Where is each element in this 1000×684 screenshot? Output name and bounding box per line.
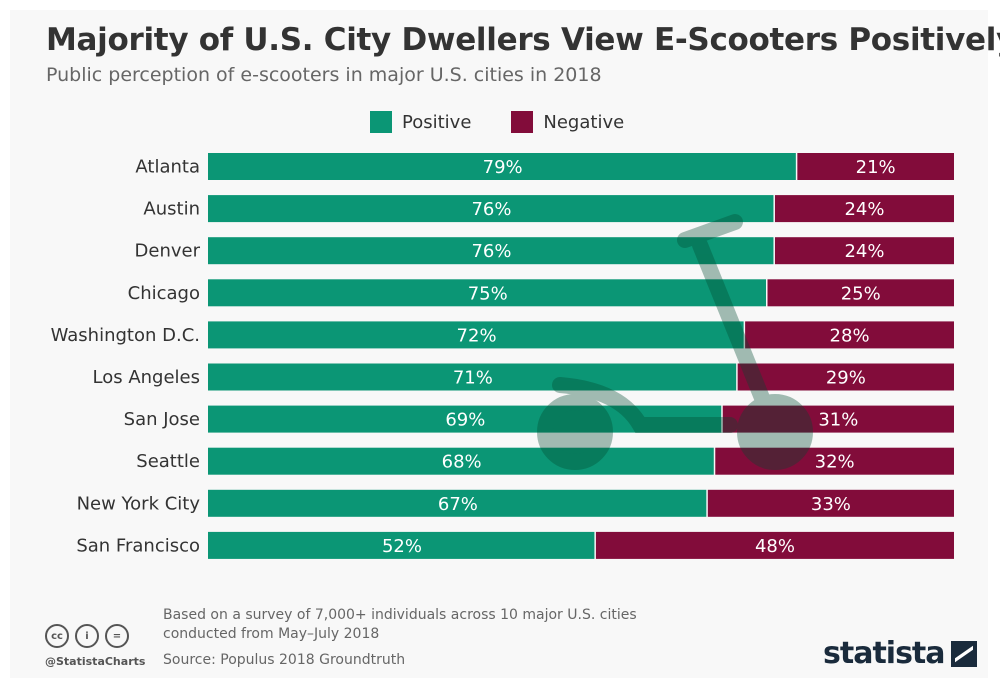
data-label: 25% <box>841 283 881 304</box>
legend-swatch-negative <box>511 111 534 133</box>
data-label: 71% <box>453 368 493 389</box>
data-label: 67% <box>438 494 478 515</box>
legend-swatch-positive <box>370 111 392 133</box>
category-label: Seattle <box>136 451 200 472</box>
bar-negative <box>595 531 954 559</box>
legend-item-negative: Negative <box>511 111 624 133</box>
bar-positive <box>208 489 707 517</box>
bar-positive <box>208 195 774 223</box>
data-label: 28% <box>830 325 870 346</box>
no-derivatives-icon: = <box>105 624 129 648</box>
bar-negative <box>745 321 954 349</box>
data-label: 24% <box>844 199 884 220</box>
source-text[interactable]: Source: Populus 2018 Groundtruth <box>163 652 406 668</box>
data-label: 31% <box>818 410 858 431</box>
category-label: Austin <box>143 199 200 220</box>
license-icons: cc i = <box>45 624 129 648</box>
category-label: Atlanta <box>135 157 200 178</box>
bar-negative <box>774 195 954 223</box>
bar-negative <box>797 153 954 180</box>
data-label: 76% <box>471 241 511 262</box>
statista-logo-text: statista <box>823 636 946 671</box>
data-label: 68% <box>442 452 482 473</box>
data-label: 76% <box>471 199 511 220</box>
data-label: 75% <box>468 283 508 304</box>
bar-positive <box>208 279 766 307</box>
data-label: 29% <box>826 368 866 389</box>
chart-subtitle: Public perception of e-scooters in major… <box>46 64 602 86</box>
category-label: Washington D.C. <box>51 325 200 346</box>
legend-item-positive: Positive <box>370 111 471 133</box>
bar-positive <box>208 363 737 391</box>
data-label: 33% <box>811 494 851 515</box>
chart-title: Majority of U.S. City Dwellers View E-Sc… <box>46 22 1000 58</box>
data-label: 72% <box>457 325 497 346</box>
statista-logo[interactable]: statista <box>823 636 977 671</box>
legend: Positive Negative <box>370 111 664 133</box>
bar-positive <box>208 321 744 349</box>
bar-negative <box>722 405 954 433</box>
data-label: 24% <box>844 241 884 262</box>
bar-positive <box>208 531 595 559</box>
bar-negative <box>767 279 954 307</box>
category-label: Los Angeles <box>93 367 201 388</box>
legend-label-negative: Negative <box>543 111 625 133</box>
bar-negative <box>774 237 954 265</box>
survey-note-line1: Based on a survey of 7,000+ individuals … <box>163 607 637 623</box>
category-label: Chicago <box>128 283 200 304</box>
data-label: 79% <box>483 157 523 178</box>
category-label: Denver <box>135 241 201 262</box>
category-label: San Francisco <box>76 535 200 556</box>
twitter-handle: @StatistaCharts <box>45 655 146 668</box>
bar-negative <box>707 489 954 517</box>
data-label: 32% <box>815 452 855 473</box>
data-label: 21% <box>856 157 896 178</box>
category-label: San Jose <box>124 409 200 430</box>
data-label: 69% <box>445 410 485 431</box>
scooter-watermark-icon <box>537 214 813 470</box>
category-label: New York City <box>77 493 201 514</box>
bar-negative <box>715 447 954 475</box>
legend-label-positive: Positive <box>402 111 472 133</box>
survey-note-line2: conducted from May–July 2018 <box>163 626 380 642</box>
bar-positive <box>208 153 796 180</box>
bar-positive <box>208 405 722 433</box>
cc-icon: cc <box>45 624 69 648</box>
data-label: 52% <box>382 536 422 557</box>
bar-negative <box>737 363 954 391</box>
bar-positive <box>208 447 714 475</box>
bar-positive <box>208 237 774 265</box>
attribution-icon: i <box>75 624 99 648</box>
statista-logo-icon <box>950 640 977 667</box>
data-label: 48% <box>755 536 795 557</box>
